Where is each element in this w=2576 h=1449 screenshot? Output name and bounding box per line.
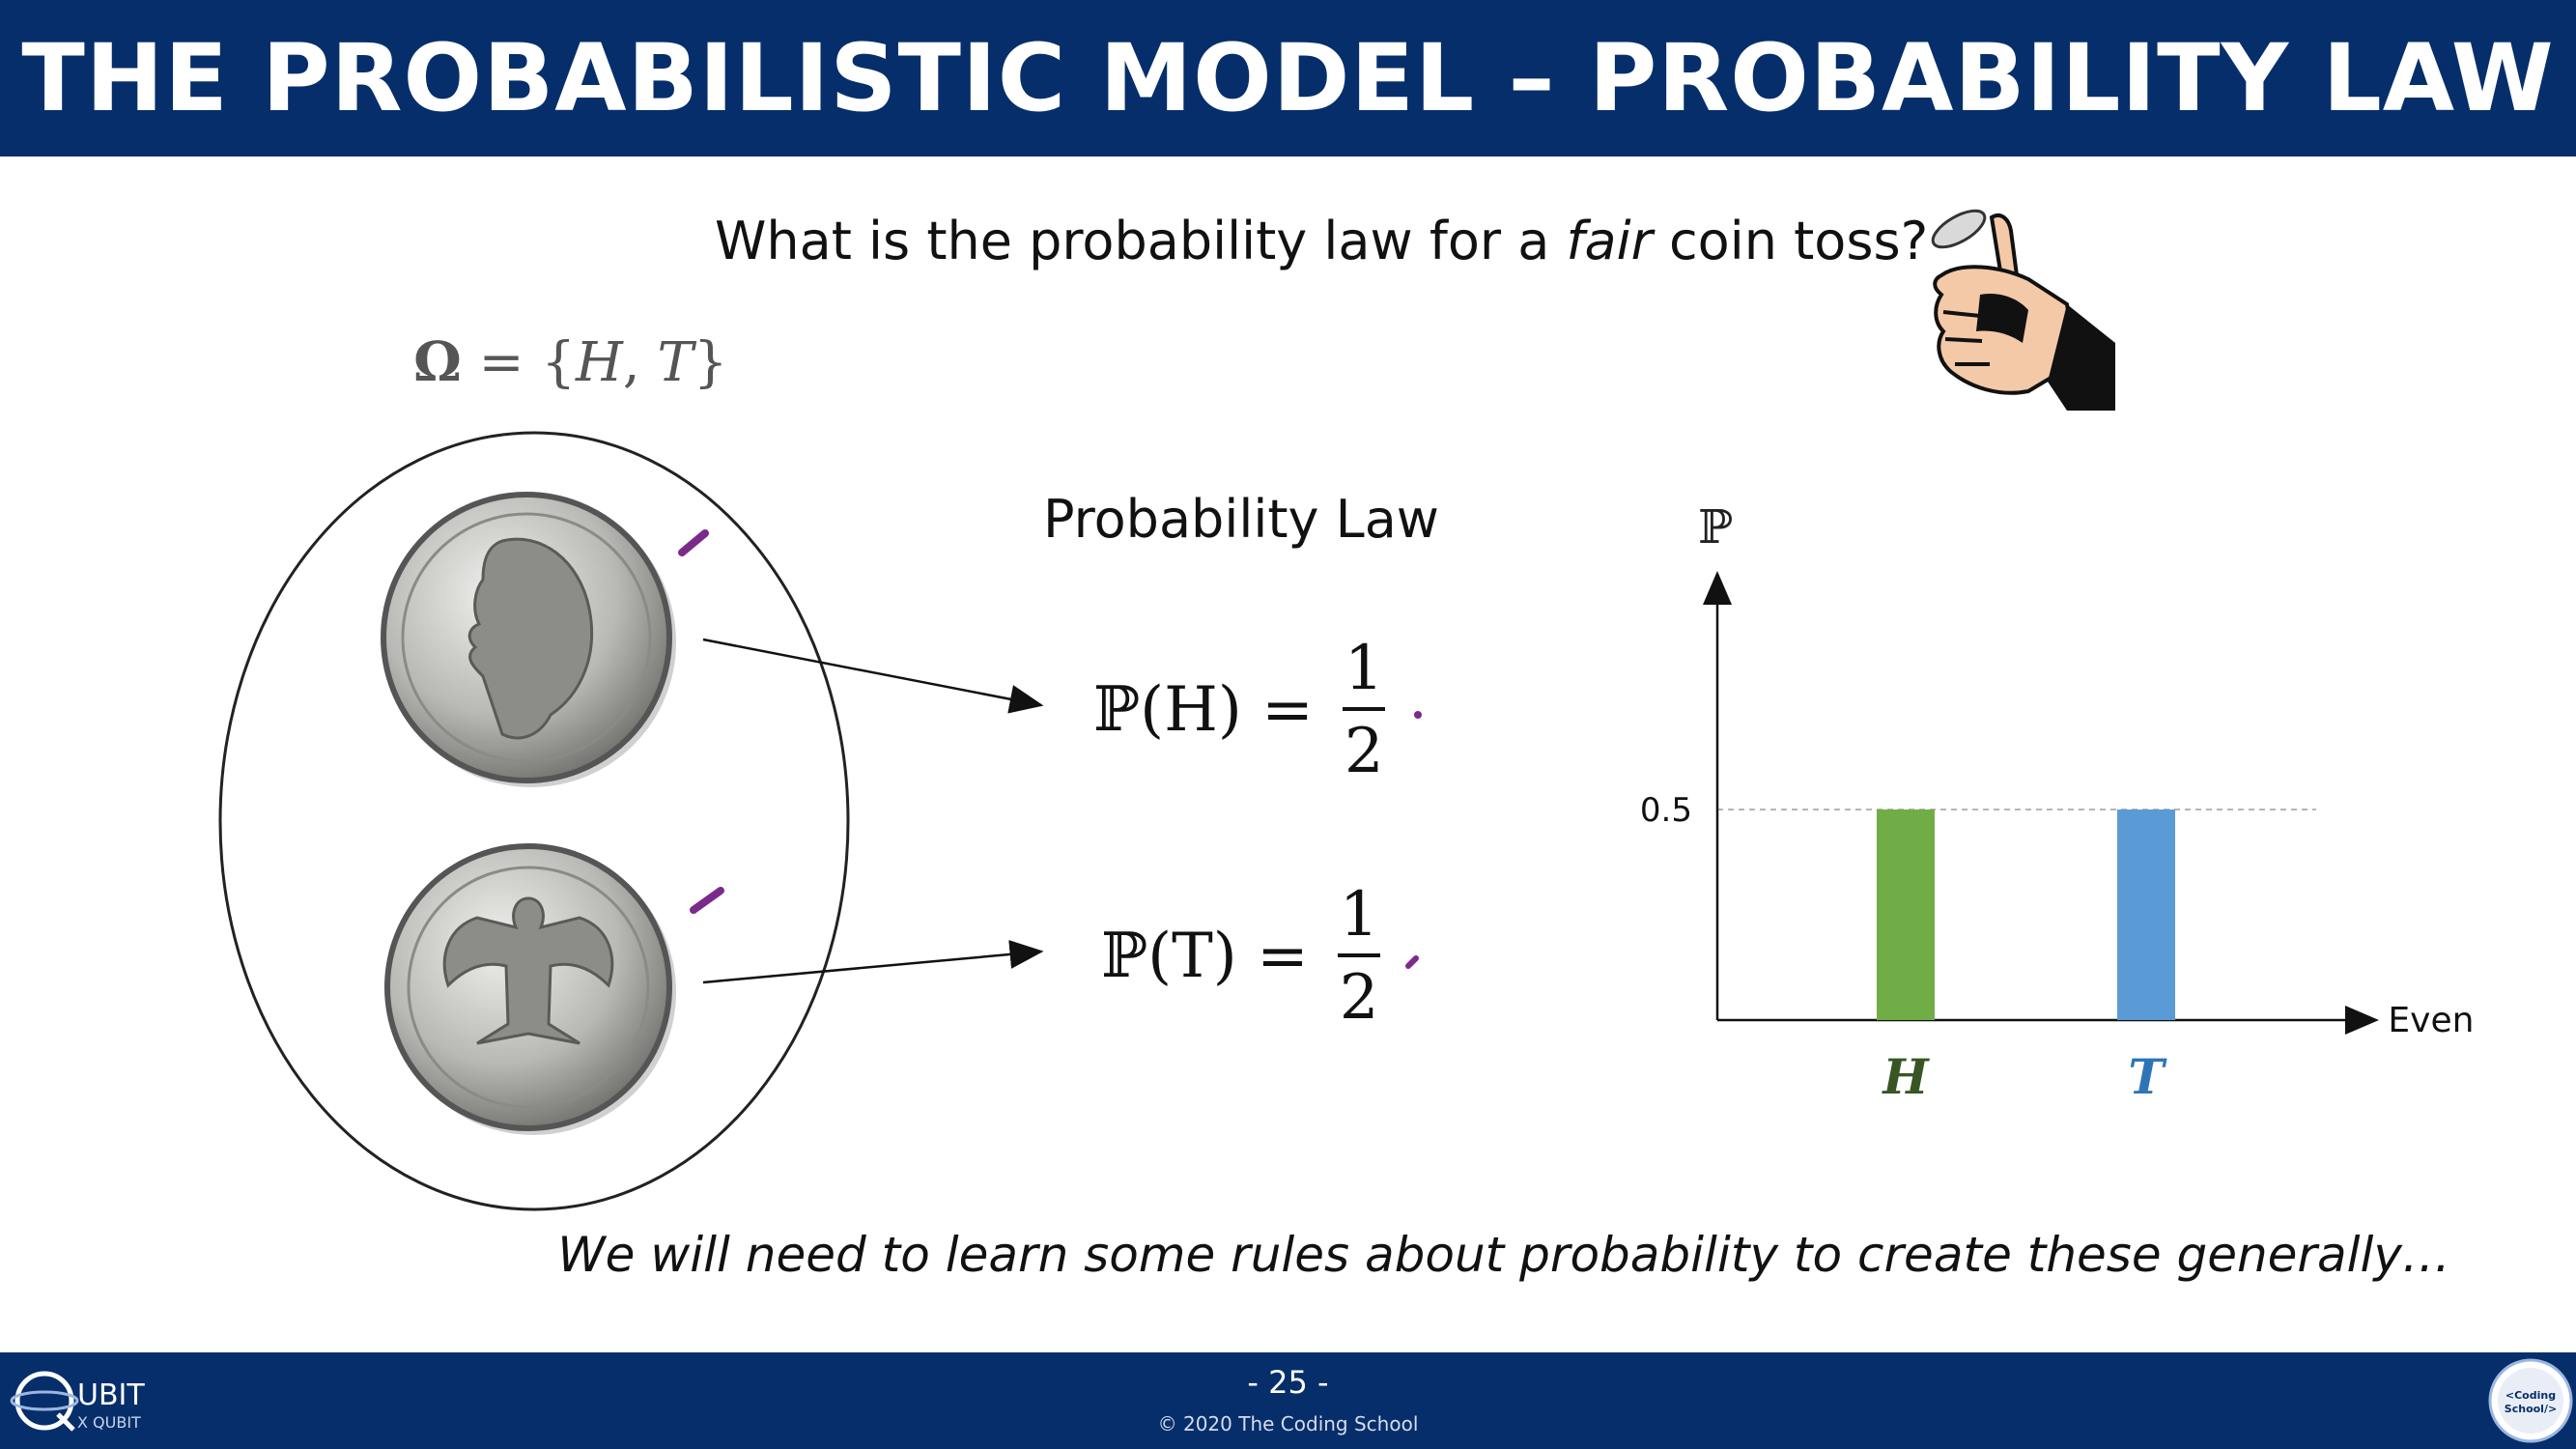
question-text: What is the probability law for a fair c… [715,211,1928,271]
qubit-logo-subtext: X QUBIT [77,1413,141,1432]
outcome-tails: T [657,331,694,394]
y-tick-label: 0.5 [1640,791,1692,830]
slide-header: THE PROBABILISTIC MODEL – PROBABILITY LA… [0,0,2576,156]
fraction-heads-bar [1343,707,1386,711]
probability-bar-chart: ℙ Event 0.5 H T [1640,500,2473,1105]
coding-school-logo: <Coding School/> [2488,1358,2573,1443]
set-open-brace: { [541,331,577,394]
x-tick-label-t: T [2128,1048,2167,1105]
bar-h [1877,810,1935,1020]
fraction-tails: 1 2 [1334,884,1385,1029]
fraction-heads-denominator: 2 [1344,716,1384,787]
equation-heads: ℙ(H) = 1 2 [1093,638,1390,782]
fraction-heads-numerator: 1 [1344,633,1384,704]
x-tick-label-h: H [1881,1048,1930,1105]
equation-tails: ℙ(T) = 1 2 [1101,884,1384,1029]
fraction-tails-bar [1338,953,1381,957]
sleeve [2048,304,2115,411]
annotation-mark-heads [678,529,709,556]
coding-school-logo-line2: School/> [2505,1403,2557,1415]
question-emphasis: fair [1566,211,1653,271]
fraction-tails-numerator: 1 [1339,879,1379,951]
footnote: We will need to learn some rules about p… [557,1227,2450,1283]
annotation-dot-heads [1414,711,1422,719]
equation-heads-lhs: ℙ(H) = [1093,674,1314,746]
hand-knuckles [1942,310,1990,366]
y-axis-label: ℙ [1698,500,1733,554]
flipped-coin [1931,209,1987,249]
coin-flip-hand-illustration [1931,209,2115,411]
sample-space-ellipse [218,431,850,1211]
equation-tails-lhs: ℙ(T) = [1101,921,1309,992]
slide-title: THE PROBABILISTIC MODEL – PROBABILITY LA… [21,24,2555,132]
hand-shading [1976,293,2028,343]
coin-heads [381,492,676,787]
arrow-heads-to-law [702,638,1044,714]
page-number: - 25 - [1247,1364,1329,1401]
x-axis-label: Event [2388,1001,2473,1040]
fraction-heads: 1 2 [1339,638,1390,782]
set-separator: , [622,331,658,394]
omega-symbol: Ω [413,330,462,394]
annotation-dot-tails [1405,955,1419,969]
outcome-heads: H [576,331,623,394]
question-suffix: coin toss? [1652,211,1929,271]
slide-footer [0,1352,2576,1449]
eagle-shape [442,896,614,1045]
fraction-tails-denominator: 2 [1339,962,1379,1034]
copyright: © 2020 The Coding School [1157,1412,1419,1435]
sample-space-diagram [218,431,1422,1211]
set-close-brace: } [693,331,728,394]
qubit-logo: UBIT X QUBIT [10,1371,145,1432]
omega-equals: = [461,331,542,394]
probability-law-label: Probability Law [1043,489,1439,550]
bar-t [2117,810,2175,1020]
washington-profile [467,537,594,740]
question-prefix: What is the probability law for a [715,211,1567,271]
sample-space-definition: Ω = {H, T} [413,330,727,394]
coin-tails [384,843,676,1135]
coding-school-logo-line1: <Coding [2505,1389,2556,1402]
arrow-tails-to-law [702,940,1044,984]
qubit-logo-text: UBIT [77,1378,145,1412]
annotation-mark-tails [690,887,724,914]
